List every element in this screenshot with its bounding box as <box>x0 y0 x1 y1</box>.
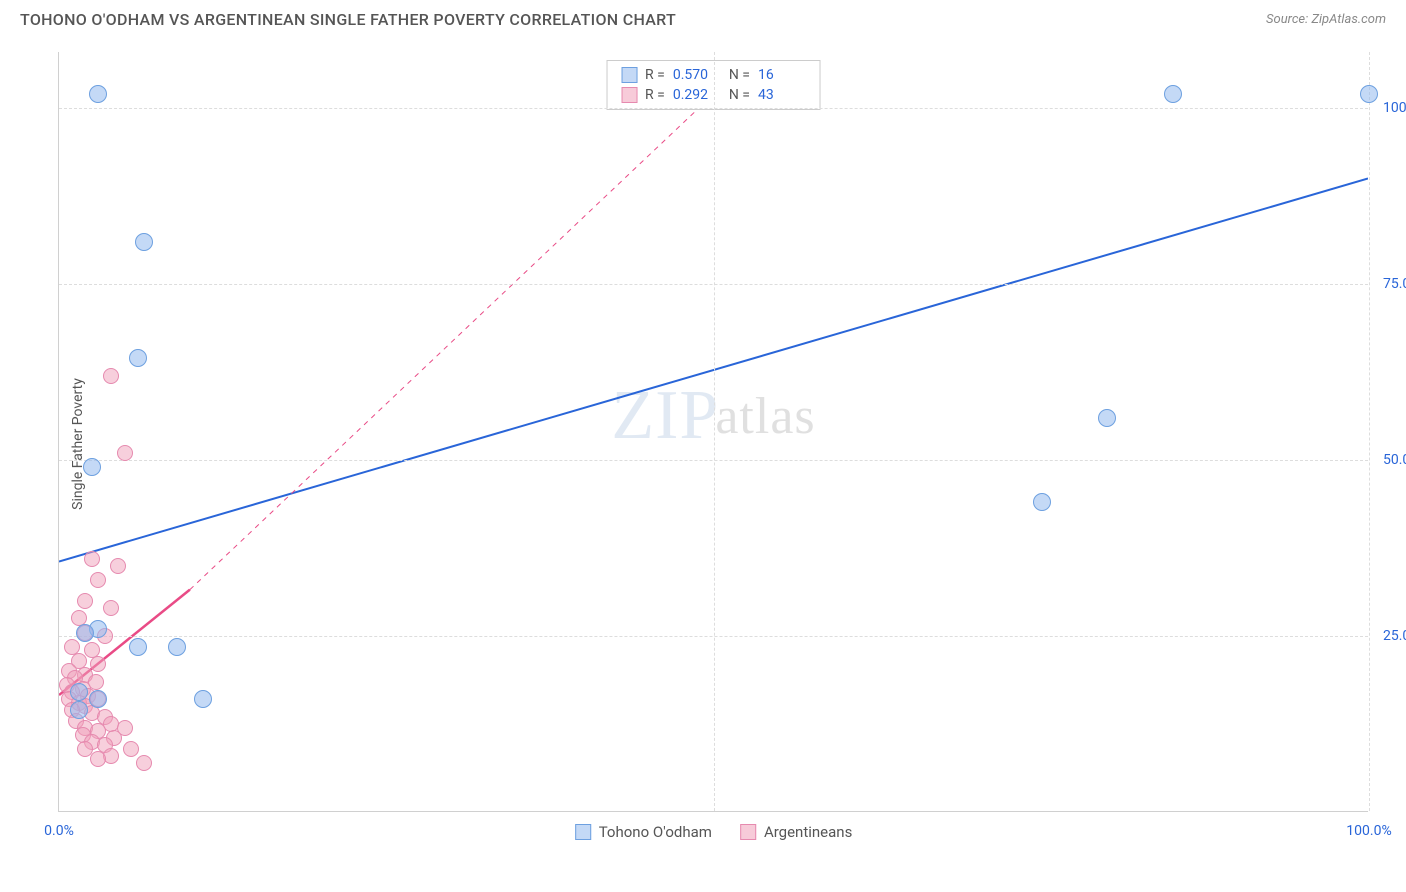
chart-title: TOHONO O'ODHAM VS ARGENTINEAN SINGLE FAT… <box>20 10 676 29</box>
legend: Tohono O'odham Argentineans <box>575 817 853 841</box>
y-tick-label: 75.0% <box>1373 276 1406 292</box>
swatch-pink-icon <box>621 87 637 103</box>
data-point-blue <box>1098 409 1116 427</box>
data-point-pink <box>103 600 119 616</box>
source-attribution: Source: ZipAtlas.com <box>1266 12 1386 27</box>
data-point-pink <box>90 572 106 588</box>
swatch-pink-icon <box>740 824 756 840</box>
data-point-pink <box>110 558 126 574</box>
swatch-blue-icon <box>621 67 637 83</box>
gridline-v <box>714 52 715 811</box>
data-point-blue <box>70 683 88 701</box>
data-point-blue <box>168 638 186 656</box>
x-tick-label: 0.0% <box>44 817 74 839</box>
gridline-v <box>1369 52 1370 811</box>
data-point-blue <box>70 701 88 719</box>
data-point-pink <box>84 551 100 567</box>
data-point-blue <box>1033 493 1051 511</box>
y-tick-label: 100.0% <box>1373 100 1406 116</box>
data-point-blue <box>89 85 107 103</box>
chart-container: Single Father Poverty ZIPatlas R = 0.570… <box>40 44 1386 844</box>
data-point-pink <box>136 755 152 771</box>
swatch-blue-icon <box>575 824 591 840</box>
data-point-blue <box>129 349 147 367</box>
data-point-pink <box>77 593 93 609</box>
data-point-pink <box>90 751 106 767</box>
x-tick-label: 100.0% <box>1346 817 1391 839</box>
data-point-pink <box>103 368 119 384</box>
y-tick-label: 50.0% <box>1373 452 1406 468</box>
data-point-pink <box>117 445 133 461</box>
data-point-blue <box>83 458 101 476</box>
data-point-blue <box>1164 85 1182 103</box>
data-point-blue <box>89 690 107 708</box>
data-point-blue <box>76 624 94 642</box>
trend-line-pink <box>190 94 714 589</box>
y-tick-label: 25.0% <box>1373 628 1406 644</box>
data-point-blue <box>129 638 147 656</box>
data-point-blue <box>135 233 153 251</box>
data-point-pink <box>123 741 139 757</box>
legend-item-blue: Tohono O'odham <box>575 823 712 841</box>
plot-area: ZIPatlas R = 0.570 N = 16 R = 0.292 N = … <box>58 52 1368 812</box>
data-point-blue <box>1360 85 1378 103</box>
data-point-blue <box>194 690 212 708</box>
data-point-pink <box>90 656 106 672</box>
chart-header: TOHONO O'ODHAM VS ARGENTINEAN SINGLE FAT… <box>0 0 1406 35</box>
legend-item-pink: Argentineans <box>740 823 852 841</box>
